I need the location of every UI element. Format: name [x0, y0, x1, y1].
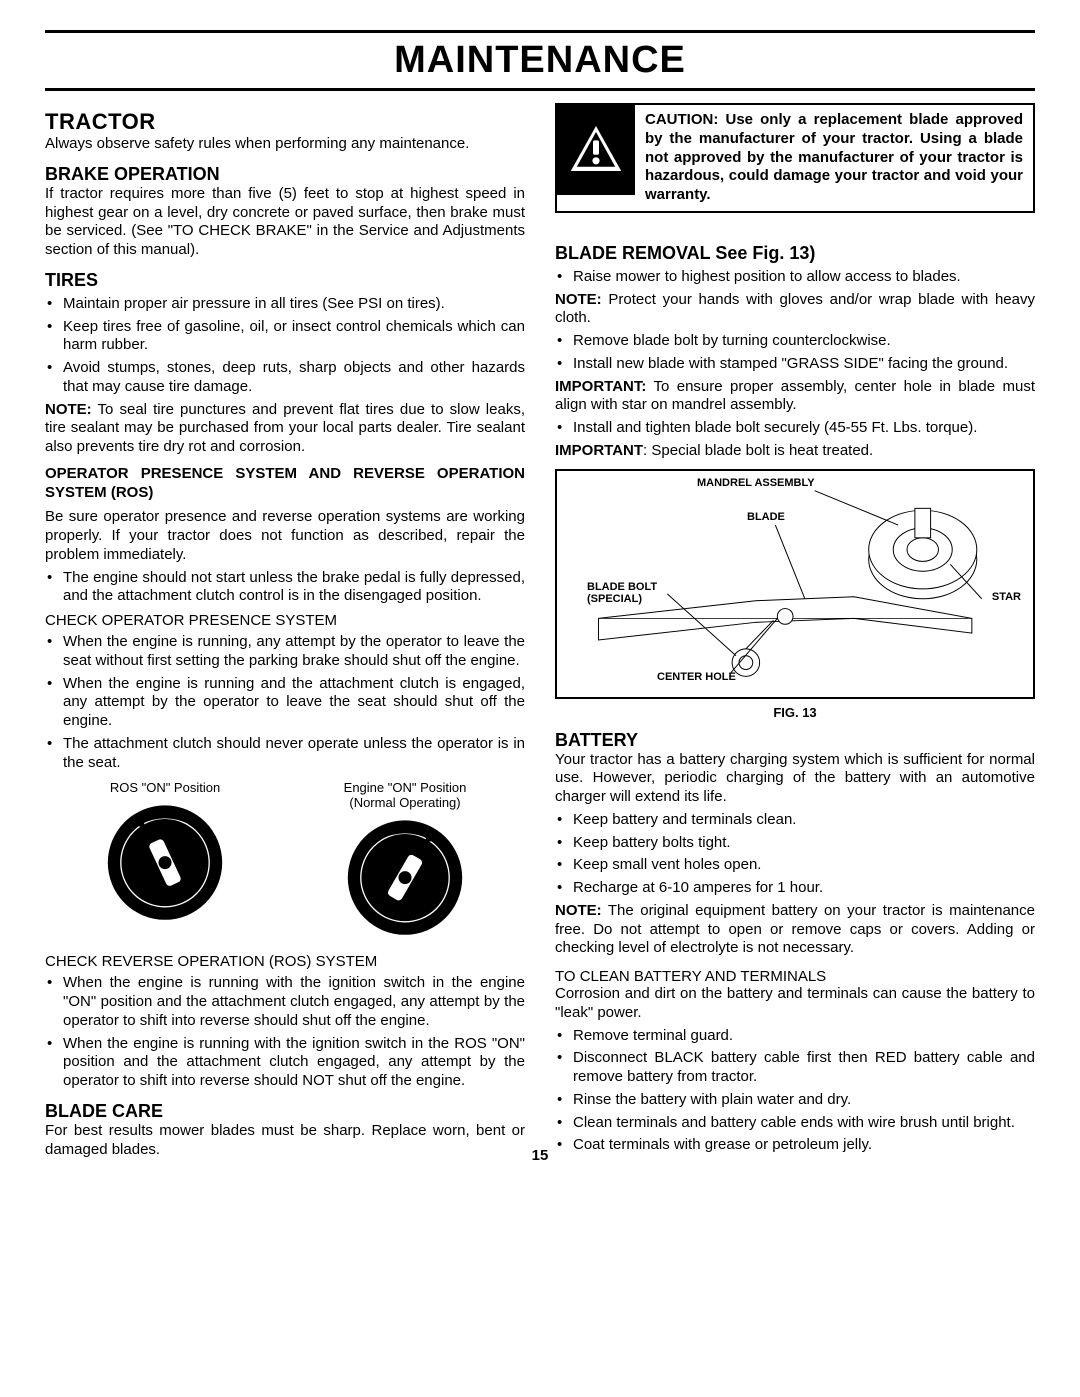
list-item: Remove blade bolt by turning countercloc… [573, 332, 1035, 351]
check-ops-heading: CHECK OPERATOR PRESENCE SYSTEM [45, 612, 525, 629]
list-item: Disconnect BLACK battery cable first the… [573, 1049, 1035, 1087]
list-item: Install and tighten blade bolt securely … [573, 419, 1035, 438]
blade-important2: IMPORTANT: Special blade bolt is heat tr… [555, 442, 1035, 461]
list-item: Keep battery and terminals clean. [573, 811, 1035, 830]
page-title: MAINTENANCE [45, 39, 1035, 82]
switch-left: ROS "ON" Position [100, 780, 230, 930]
ignition-switch-ros-icon [100, 795, 230, 925]
list-item: Avoid stumps, stones, deep ruts, sharp o… [63, 359, 525, 397]
right-column: CAUTION: Use only a replacement blade ap… [555, 103, 1035, 1159]
ignition-switch-engine-icon [340, 810, 470, 940]
list-item: Maintain proper air pressure in all tire… [63, 295, 525, 314]
blade-note: NOTE: Protect your hands with gloves and… [555, 291, 1035, 329]
list-item: Clean terminals and battery cable ends w… [573, 1114, 1035, 1133]
note-text: To seal tire punctures and prevent flat … [45, 401, 525, 456]
blade-removal-bullets-c: Install and tighten blade bolt securely … [555, 419, 1035, 438]
blade-care-heading: BLADE CARE [45, 1101, 525, 1122]
battery-intro: Your tractor has a battery charging syst… [555, 751, 1035, 807]
list-item: The attachment clutch should never opera… [63, 735, 525, 773]
tractor-heading: TRACTOR [45, 109, 525, 135]
tires-note: NOTE: To seal tire punctures and prevent… [45, 401, 525, 457]
fig-label-blade: BLADE [747, 511, 785, 523]
ops-bullets-b: When the engine is running, any attempt … [45, 633, 525, 772]
caution-label: CAUTION: [645, 111, 718, 128]
clean-bullets: Remove terminal guard. Disconnect BLACK … [555, 1027, 1035, 1156]
blade-removal-heading: BLADE REMOVAL See Fig. 13) [555, 243, 1035, 264]
switch-diagram-row: ROS "ON" Position Engine "ON" Position (… [45, 780, 525, 945]
tractor-intro: Always observe safety rules when perform… [45, 135, 525, 154]
blade-important1: IMPORTANT: To ensure proper assembly, ce… [555, 378, 1035, 416]
clean-intro: Corrosion and dirt on the battery and te… [555, 985, 1035, 1023]
blade-removal-bullets-a: Raise mower to highest position to allow… [555, 268, 1035, 287]
check-ros-heading: CHECK REVERSE OPERATION (ROS) SYSTEM [45, 953, 525, 970]
left-column: TRACTOR Always observe safety rules when… [45, 103, 525, 1159]
fig-label-star: STAR [992, 591, 1021, 603]
fig-label-mandrel: MANDREL ASSEMBLY [697, 477, 815, 489]
note-text: The original equipment battery on your t… [555, 902, 1035, 957]
list-item: Raise mower to highest position to allow… [573, 268, 1035, 287]
battery-bullets: Keep battery and terminals clean. Keep b… [555, 811, 1035, 898]
under-rule [45, 88, 1035, 91]
caution-text: CAUTION: Use only a replacement blade ap… [635, 105, 1033, 211]
ops-bullets-a: The engine should not start unless the b… [45, 569, 525, 607]
list-item: Keep small vent holes open. [573, 856, 1035, 875]
battery-heading: BATTERY [555, 730, 1035, 751]
page-number: 15 [45, 1147, 1035, 1164]
caution-box: CAUTION: Use only a replacement blade ap… [555, 103, 1035, 213]
note-label: NOTE: [555, 902, 602, 919]
list-item: When the engine is running, any attempt … [63, 633, 525, 671]
brake-text: If tractor requires more than five (5) f… [45, 185, 525, 260]
list-item: Recharge at 6-10 amperes for 1 hour. [573, 879, 1035, 898]
list-item: Keep tires free of gasoline, oil, or ins… [63, 318, 525, 356]
tires-bullets: Maintain proper air pressure in all tire… [45, 295, 525, 397]
list-item: Remove terminal guard. [573, 1027, 1035, 1046]
brake-heading: BRAKE OPERATION [45, 164, 525, 185]
clean-heading: TO CLEAN BATTERY AND TERMINALS [555, 968, 1035, 985]
battery-note: NOTE: The original equipment battery on … [555, 902, 1035, 958]
important-label: IMPORTANT: [555, 378, 646, 395]
list-item: When the engine is running and the attac… [63, 675, 525, 731]
ros-bullets: When the engine is running with the igni… [45, 974, 525, 1091]
switch-left-caption: ROS "ON" Position [100, 780, 230, 795]
ops-intro: Be sure operator presence and reverse op… [45, 508, 525, 564]
blade-removal-bullets-b: Remove blade bolt by turning countercloc… [555, 332, 1035, 374]
top-rule [45, 30, 1035, 33]
fig-label-centerhole: CENTER HOLE [657, 671, 736, 683]
list-item: The engine should not start unless the b… [63, 569, 525, 607]
list-item: When the engine is running with the igni… [63, 974, 525, 1030]
important-label: IMPORTANT [555, 442, 643, 459]
list-item: Keep battery bolts tight. [573, 834, 1035, 853]
fig-label-bladebolt-b: (SPECIAL) [587, 593, 642, 605]
note-label: NOTE: [45, 401, 92, 418]
list-item: Rinse the battery with plain water and d… [573, 1091, 1035, 1110]
warning-icon [557, 105, 635, 195]
switch-right-caption-b: (Normal Operating) [340, 795, 470, 810]
important-text: : Special blade bolt is heat treated. [643, 442, 873, 459]
content-columns: TRACTOR Always observe safety rules when… [45, 103, 1035, 1159]
fig-label-bladebolt-a: BLADE BOLT [587, 581, 657, 593]
switch-right-caption-a: Engine "ON" Position [340, 780, 470, 795]
tires-heading: TIRES [45, 270, 525, 291]
list-item: When the engine is running with the igni… [63, 1035, 525, 1091]
figure-13-box: MANDREL ASSEMBLY BLADE BLADE BOLT (SPECI… [555, 469, 1035, 699]
switch-right: Engine "ON" Position (Normal Operating) [340, 780, 470, 945]
ops-heading: OPERATOR PRESENCE SYSTEM AND REVERSE OPE… [45, 465, 525, 503]
note-text: Protect your hands with gloves and/or wr… [555, 291, 1035, 327]
note-label: NOTE: [555, 291, 602, 308]
figure-13-caption: FIG. 13 [555, 705, 1035, 720]
list-item: Install new blade with stamped "GRASS SI… [573, 355, 1035, 374]
